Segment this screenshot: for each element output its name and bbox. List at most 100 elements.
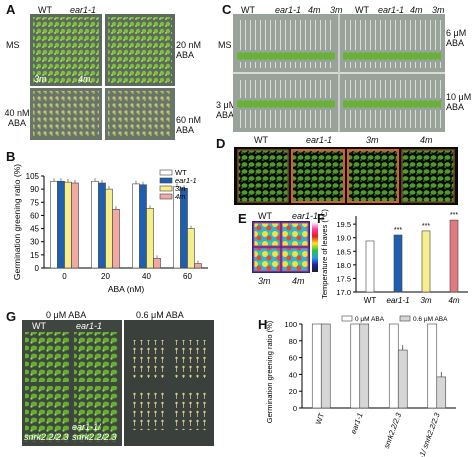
panel-g-letter: G	[6, 309, 17, 324]
panel-a-photo-ms	[30, 14, 102, 86]
b-y-axis-label: Germination greening ratio (%)	[12, 164, 22, 280]
panel-g-snrk: snrk2.2/2.3	[24, 432, 69, 442]
b-bar	[57, 180, 65, 269]
b-legend-swatch	[159, 185, 173, 192]
panel-c-col-ear1-2: ear1-1	[378, 5, 405, 15]
h-bar	[436, 376, 447, 409]
b-bar	[91, 180, 99, 269]
panel-f-letter: F	[317, 211, 325, 226]
h-x-tick-label: ear1-1	[349, 412, 365, 435]
panel-a-seedlings-4	[108, 91, 172, 137]
panel-g-wt: WT	[32, 321, 46, 331]
panel-c-col-3m-2: 3m	[432, 5, 445, 15]
panel-h-chart: 0 20 40 60 80 100 Germination greening ratio (…	[265, 315, 456, 457]
panel-e-thermal	[252, 221, 310, 273]
panel-b-letter: B	[6, 149, 16, 164]
h-legend-label: 0 μM ABA	[355, 316, 385, 323]
h-y-tick-label: 100	[284, 320, 297, 329]
b-legend-label: 3m	[175, 184, 185, 193]
f-bar	[421, 230, 431, 293]
f-y-tick-label: 19.5	[336, 220, 351, 229]
panel-c-col-4m-2: 4m	[410, 5, 423, 15]
panel-a-inside-3m: 3m	[34, 74, 47, 84]
panel-e-ear1: ear1-1	[292, 211, 319, 221]
b-bar	[153, 258, 161, 269]
panel-a-col-wt: WT	[38, 5, 52, 15]
panel-a-photo-40nm	[30, 88, 102, 140]
h-bar	[388, 323, 399, 409]
b-bar	[139, 184, 147, 269]
h-x-tick-label: WT	[314, 411, 327, 425]
b-legend-swatch	[159, 177, 173, 184]
panel-d-col-3m: 3m	[366, 135, 379, 145]
f-bar	[365, 240, 375, 293]
h-x-tick-label: ear1-1/ snrk2.2/2.3	[412, 411, 442, 457]
b-legend-swatch	[159, 193, 173, 200]
b-bar	[105, 188, 113, 269]
panel-a-right-60nm: 60 nM ABA	[176, 115, 202, 135]
h-y-axis-label: Germination greening ratio (%)	[265, 320, 274, 423]
h-y-tick-label: 40	[289, 370, 297, 379]
panel-a-inside-4m: 4m	[78, 74, 91, 84]
panel-c-roots	[233, 14, 445, 132]
panel-d-plants	[237, 149, 455, 203]
panel-b-chart: 0 15 30 45 60 75 90 105 Germination greening rat…	[12, 164, 208, 294]
b-bar	[187, 228, 195, 269]
f-significance: ***	[394, 227, 402, 234]
f-y-tick-label: 19.0	[336, 234, 351, 243]
panel-e-letter: E	[238, 211, 247, 226]
panel-g-seedlings-left	[25, 332, 118, 442]
panel-c-col-wt: WT	[241, 5, 255, 15]
f-significance: ***	[450, 212, 458, 219]
f-x-tick-label: 3m	[420, 296, 431, 305]
b-y-tick-label: 90	[30, 185, 39, 194]
b-bar	[50, 180, 58, 269]
panel-c-col-3m: 3m	[330, 5, 343, 15]
panel-e-heatmap	[253, 222, 309, 272]
panel-d-col-ear1: ear1-1	[306, 135, 333, 145]
panel-e-4m: 4m	[292, 276, 305, 286]
b-y-tick-label: 75	[30, 198, 39, 207]
f-bar	[449, 219, 459, 293]
panel-d-col-wt: WT	[254, 135, 268, 145]
h-y-tick-label: 80	[289, 337, 297, 346]
b-bar	[132, 183, 140, 269]
panel-g-ear1: ear1-1	[76, 321, 103, 331]
b-x-tick-label: 0	[62, 272, 67, 281]
b-x-axis-label: ABA (nM)	[108, 284, 145, 294]
panel-g-photo-right	[124, 320, 214, 446]
h-bar	[359, 323, 370, 409]
b-y-tick-label: 105	[26, 172, 40, 181]
panel-d-col-4m: 4m	[420, 135, 433, 145]
h-bar	[311, 323, 322, 409]
b-y-tick-label: 15	[30, 251, 39, 260]
panel-c-right-6um: 6 μM ABA	[446, 28, 467, 48]
panel-c-col-ear1: ear1-1	[275, 5, 302, 15]
panel-g-seedlings-right	[130, 340, 206, 430]
f-bar	[393, 234, 403, 293]
f-y-tick-label: 17.5	[336, 274, 351, 283]
h-legend-swatch	[341, 315, 353, 322]
h-x-tick-label: snrk2.2/2.3	[382, 411, 403, 450]
b-legend-swatch	[159, 169, 173, 176]
b-legend-label: WT	[175, 168, 187, 177]
f-y-axis-label: Temperature of leaves (℃)	[320, 209, 329, 299]
f-y-tick-label: 18.5	[336, 247, 351, 256]
b-legend-label: 4m	[175, 192, 185, 201]
panel-a-row-40nm: 40 nM ABA	[4, 108, 30, 128]
b-y-tick-label: 0	[35, 264, 40, 273]
h-bar	[427, 323, 438, 409]
h-y-tick-label: 20	[289, 387, 297, 396]
panel-g-photo-left	[22, 320, 122, 446]
b-x-tick-label: 40	[142, 272, 151, 281]
panel-a-photo-20nm	[105, 14, 175, 86]
panel-h-letter: H	[258, 317, 268, 332]
panel-d-letter: D	[216, 136, 226, 151]
h-legend-label: 0.6 μM ABA	[413, 316, 448, 323]
panel-e-colorscale	[312, 222, 318, 272]
panel-c-right-10um: 10 μM ABA	[446, 92, 472, 112]
panel-c-row-3um: 3 μM ABA	[216, 100, 237, 120]
panel-c-letter: C	[222, 2, 232, 17]
panel-a-col-ear1: ear1-1	[70, 5, 97, 15]
f-x-tick-label: WT	[364, 296, 377, 305]
